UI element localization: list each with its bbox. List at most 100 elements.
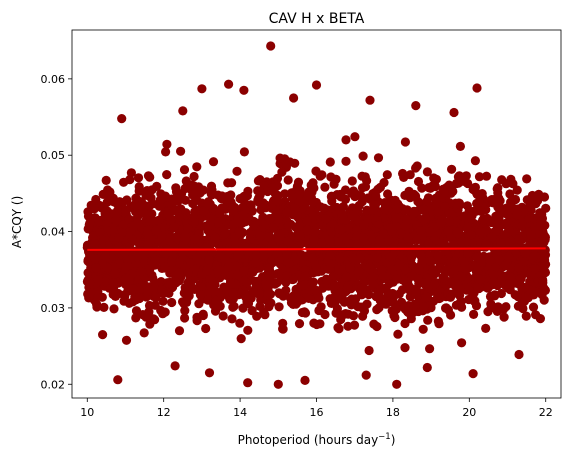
- scatter-point: [267, 240, 277, 250]
- scatter-point: [411, 286, 421, 296]
- scatter-point: [358, 151, 368, 161]
- scatter-point: [350, 132, 360, 142]
- scatter-point: [433, 316, 443, 326]
- scatter-point: [443, 226, 453, 236]
- scatter-point: [314, 293, 324, 303]
- scatter-point: [341, 135, 351, 145]
- scatter-point: [189, 242, 199, 253]
- scatter-point: [141, 190, 151, 200]
- scatter-point: [199, 206, 209, 216]
- scatter-point: [428, 267, 438, 277]
- scatter-point: [332, 304, 342, 314]
- scatter-point: [169, 222, 179, 232]
- scatter-point: [97, 259, 108, 269]
- scatter-point: [85, 250, 95, 260]
- scatter-point: [271, 196, 282, 206]
- scatter-point: [522, 195, 532, 205]
- scatter-point: [131, 313, 141, 323]
- scatter-point: [255, 231, 265, 241]
- scatter-point: [85, 218, 95, 228]
- scatter-point: [178, 241, 188, 251]
- scatter-point: [170, 271, 180, 281]
- scatter-point: [368, 205, 378, 215]
- scatter-point: [384, 279, 394, 289]
- scatter-point: [150, 257, 160, 267]
- scatter-point: [290, 204, 300, 214]
- scatter-point: [174, 258, 184, 268]
- scatter-point: [249, 287, 259, 298]
- scatter-point: [302, 293, 312, 303]
- scatter-point: [541, 203, 551, 213]
- scatter-point: [467, 211, 477, 221]
- scatter-point: [406, 314, 416, 324]
- scatter-point: [274, 302, 284, 312]
- scatter-point: [295, 230, 305, 240]
- scatter-point: [338, 214, 349, 224]
- scatter-point: [180, 306, 190, 316]
- scatter-point: [521, 311, 531, 321]
- scatter-point: [408, 209, 418, 219]
- scatter-point: [422, 167, 432, 177]
- scatter-point: [537, 290, 547, 300]
- scatter-point: [396, 229, 406, 239]
- scatter-point: [235, 318, 245, 328]
- scatter-point: [302, 191, 312, 201]
- scatter-point: [456, 284, 466, 294]
- scatter-point: [242, 191, 252, 201]
- scatter-point: [243, 325, 253, 335]
- scatter-point: [174, 212, 184, 222]
- scatter-point: [124, 298, 134, 308]
- y-tick-label: 0.02: [41, 378, 66, 391]
- scatter-point: [530, 223, 541, 233]
- scatter-point: [274, 289, 285, 299]
- scatter-point: [151, 225, 161, 235]
- scatter-point: [307, 253, 317, 263]
- scatter-point: [129, 221, 139, 231]
- scatter-point: [155, 195, 165, 205]
- scatter-point: [490, 291, 500, 301]
- scatter-point: [526, 205, 536, 215]
- scatter-point: [166, 278, 176, 289]
- scatter-point: [439, 272, 449, 282]
- scatter-point: [514, 349, 524, 360]
- scatter-point: [179, 165, 190, 175]
- scatter-point: [354, 200, 364, 211]
- scatter-point: [283, 207, 293, 218]
- x-tick-label: 10: [80, 406, 94, 419]
- scatter-point: [197, 84, 207, 94]
- scatter-point: [425, 344, 435, 354]
- scatter-point: [414, 265, 424, 275]
- scatter-point: [224, 79, 234, 89]
- scatter-point: [441, 303, 451, 313]
- scatter-point: [508, 179, 518, 189]
- scatter-point: [335, 287, 345, 297]
- scatter-point: [300, 271, 310, 281]
- scatter-point: [228, 302, 238, 312]
- scatter-point: [134, 292, 144, 303]
- scatter-point: [150, 278, 160, 288]
- scatter-point: [344, 239, 354, 249]
- scatter-point: [501, 218, 511, 228]
- scatter-point: [423, 315, 433, 325]
- scatter-point: [233, 250, 243, 260]
- scatter-point: [300, 375, 310, 385]
- scatter-point: [341, 272, 351, 282]
- scatter-point: [157, 231, 167, 241]
- scatter-point: [343, 321, 353, 331]
- scatter-point: [433, 207, 443, 217]
- scatter-point: [263, 186, 273, 197]
- scatter-point: [472, 83, 482, 93]
- scatter-point: [376, 285, 386, 295]
- scatter-point: [160, 307, 170, 317]
- scatter-point: [126, 168, 136, 178]
- scatter-point: [113, 375, 123, 385]
- scatter-point: [320, 309, 330, 320]
- scatter-point: [422, 196, 432, 206]
- scatter-point: [150, 315, 160, 325]
- scatter-point: [275, 231, 285, 241]
- x-axis-label-suffix: ): [391, 433, 396, 447]
- scatter-point: [423, 238, 434, 248]
- x-tick-label: 16: [310, 406, 324, 419]
- scatter-point: [386, 252, 396, 262]
- scatter-point: [341, 309, 351, 319]
